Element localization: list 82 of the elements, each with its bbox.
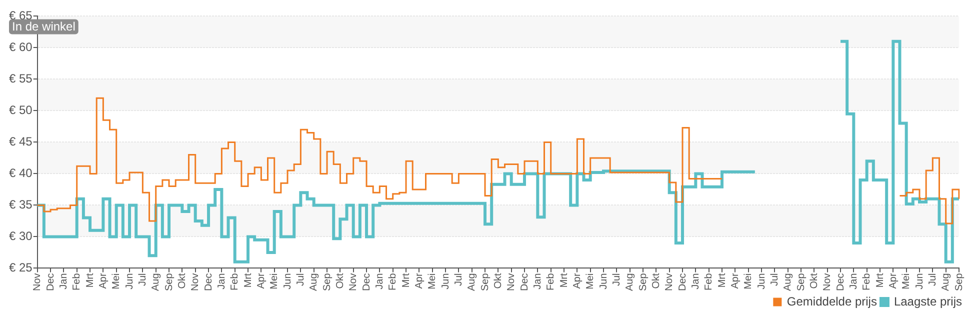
x-tick-label: Mrt — [558, 273, 570, 288]
x-tick-label: Nov — [348, 273, 360, 292]
x-tick-label: Okt — [650, 272, 662, 289]
x-tick-label: Dec — [835, 273, 846, 292]
x-tick-label: Jun — [598, 273, 610, 290]
x-tick-label: Jan — [374, 273, 386, 290]
x-tick-label: Jan — [848, 273, 860, 290]
x-tick-label: Sep — [164, 272, 175, 292]
x-tick-label: Jan — [216, 273, 228, 290]
x-tick-label: Feb — [230, 272, 241, 290]
x-tick-label: Aug — [624, 273, 636, 292]
x-tick-label: Jan — [58, 273, 70, 290]
legend-label: Gemiddelde prijs — [786, 294, 877, 308]
x-tick-label: Feb — [546, 272, 557, 290]
x-tick-label: Sep — [480, 272, 491, 292]
x-tick-label: Mei — [901, 273, 912, 290]
x-tick-label: Dec — [677, 273, 688, 292]
x-tick-label: Sep — [796, 272, 807, 292]
x-tick-label: Mrt — [716, 273, 728, 288]
x-tick-label: Feb — [388, 272, 399, 290]
x-tick-label: Nov — [190, 273, 202, 292]
x-tick-label: Aug — [782, 273, 794, 292]
x-tick-label: Jan — [690, 273, 702, 290]
x-tick-label: Apr — [888, 272, 899, 289]
x-tick-label: Jun — [282, 273, 294, 290]
x-tick-label: Dec — [361, 273, 372, 292]
y-tick-label: € 50 — [8, 103, 33, 118]
x-tick-label: Dec — [203, 273, 214, 292]
x-tick-label: Mei — [585, 273, 596, 290]
x-tick-label: Mrt — [84, 273, 96, 288]
x-tick-label: Jan — [532, 273, 544, 290]
x-tick-label: Dec — [45, 273, 56, 292]
x-tick-label: Okt — [492, 272, 504, 289]
x-tick-label: Sep — [322, 272, 333, 292]
x-tick-label: Okt — [334, 272, 346, 289]
x-tick-label: Sep — [954, 272, 965, 292]
annotation: In de winkel — [12, 20, 76, 34]
x-tick-label: Apr — [414, 272, 425, 289]
y-tick-label: € 55 — [8, 72, 33, 86]
x-tick-label: Jun — [124, 273, 136, 290]
x-tick-label: Nov — [32, 273, 44, 292]
x-tick-label: Nov — [506, 273, 518, 292]
x-tick-label: Nov — [822, 273, 834, 292]
x-tick-label: Mei — [269, 273, 280, 290]
x-tick-label: Mrt — [874, 273, 886, 288]
y-tick-label: € 25 — [8, 260, 33, 275]
x-tick-label: Okt — [176, 272, 188, 289]
y-tick-label: € 40 — [8, 166, 33, 180]
x-tick-label: Feb — [862, 272, 873, 290]
x-tick-label: Jun — [756, 273, 768, 290]
x-tick-label: Jul — [453, 273, 464, 286]
x-tick-label: Aug — [466, 273, 478, 292]
x-tick-label: Nov — [664, 273, 676, 292]
y-tick-label: € 45 — [8, 134, 33, 149]
x-tick-label: Mei — [427, 273, 438, 290]
x-tick-label: Jul — [137, 273, 148, 286]
x-tick-label: Okt — [808, 272, 820, 289]
x-tick-label: Jun — [914, 273, 926, 290]
x-tick-label: Jul — [611, 273, 622, 286]
x-tick-label: Mrt — [400, 273, 412, 288]
y-tick-label: € 35 — [8, 198, 33, 212]
x-tick-label: Apr — [572, 272, 583, 289]
x-tick-label: Sep — [638, 272, 649, 292]
x-tick-label: Apr — [256, 272, 267, 289]
x-tick-label: Dec — [519, 273, 530, 292]
y-tick-label: € 60 — [8, 40, 33, 54]
x-tick-label: Jul — [295, 273, 306, 286]
legend-label: Laagste prijs — [894, 294, 962, 308]
x-tick-label: Aug — [308, 273, 320, 292]
y-tick-label: € 30 — [8, 229, 33, 244]
x-tick-label: Aug — [150, 273, 162, 292]
x-tick-label: Mei — [743, 273, 754, 290]
x-tick-label: Mrt — [242, 273, 254, 288]
x-tick-label: Feb — [704, 272, 715, 290]
x-tick-label: Aug — [940, 273, 952, 292]
x-tick-label: Jun — [440, 273, 452, 290]
x-tick-label: Apr — [730, 272, 741, 289]
x-tick-label: Jul — [769, 273, 780, 286]
x-tick-label: Jul — [927, 273, 938, 286]
x-tick-label: Feb — [72, 272, 83, 290]
x-tick-label: Apr — [98, 272, 109, 289]
x-tick-label: Mei — [111, 273, 122, 290]
